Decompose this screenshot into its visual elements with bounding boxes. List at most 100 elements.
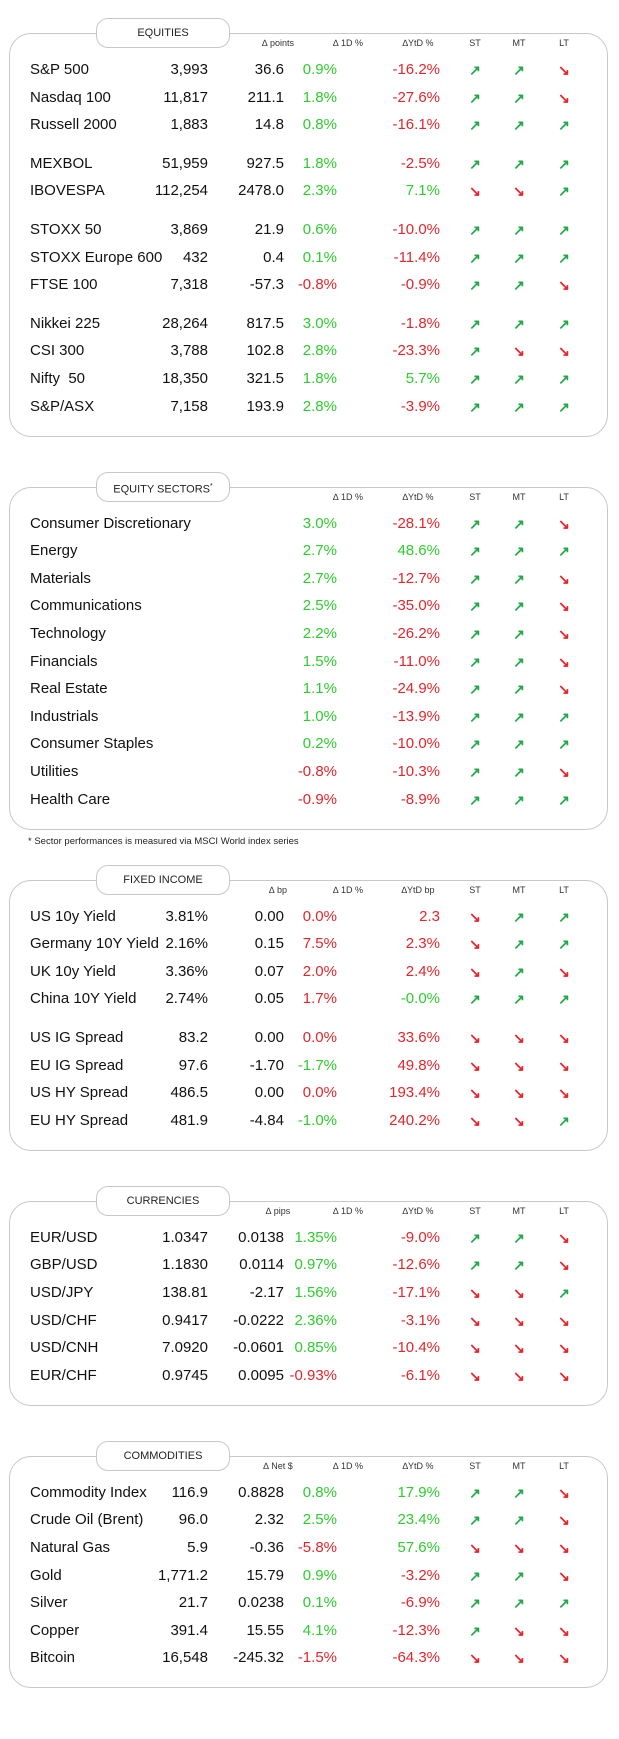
section-panel bbox=[9, 1455, 608, 1689]
cell-value: -24.9% bbox=[392, 680, 440, 698]
row-label: Nikkei 225 bbox=[30, 314, 101, 332]
cell-value: 21.7 bbox=[178, 1594, 208, 1612]
row-label: Crude Oil (Brent) bbox=[30, 1511, 144, 1529]
cell-value: -1.5% bbox=[297, 1649, 337, 1667]
trend-arrow: ↗ bbox=[513, 963, 525, 980]
section-title-box: FIXED INCOME bbox=[96, 864, 230, 895]
trend-arrow: ↗ bbox=[513, 398, 525, 415]
cell-value: 5.7% bbox=[405, 370, 440, 387]
trend-arrow: ↗ bbox=[469, 1229, 481, 1246]
cell-value: -10.3% bbox=[392, 763, 440, 780]
cell-value: -10.0% bbox=[392, 735, 440, 753]
cell-value: -10.4% bbox=[392, 1339, 440, 1357]
row-label: USD/JPY bbox=[30, 1284, 94, 1301]
column-header: LT bbox=[559, 884, 569, 895]
section-title: CURRENCIES bbox=[126, 1194, 200, 1207]
trend-arrow: ↗ bbox=[513, 543, 525, 560]
cell-value: -2.5% bbox=[400, 154, 440, 172]
cell-value: -0.9% bbox=[400, 276, 440, 294]
trend-arrow: ↗ bbox=[558, 708, 570, 725]
cell-value: 1.8% bbox=[302, 154, 337, 172]
column-header: ∆YtD bp bbox=[401, 884, 435, 895]
cell-value: -1.7% bbox=[297, 1056, 337, 1074]
row-label: S&P 500 bbox=[30, 61, 89, 78]
trend-arrow: ↗ bbox=[558, 249, 570, 266]
row-label: Silver bbox=[30, 1594, 68, 1612]
trend-arrow: ↘ bbox=[558, 62, 570, 78]
trend-arrow: ↗ bbox=[558, 543, 570, 560]
section-title-box: CURRENCIES bbox=[96, 1185, 230, 1216]
row-label: IBOVESPA bbox=[30, 182, 105, 200]
cell-value: -4.84 bbox=[249, 1111, 284, 1129]
trend-arrow: ↗ bbox=[513, 1484, 525, 1501]
trend-arrow: ↗ bbox=[513, 515, 525, 532]
cell-value: 2.3% bbox=[302, 182, 337, 200]
column-header: ST bbox=[469, 1460, 481, 1471]
cell-value: 1,771.2 bbox=[157, 1566, 208, 1584]
cell-value: -3.2% bbox=[400, 1566, 440, 1584]
cell-value: 3,993 bbox=[170, 61, 208, 78]
cell-value: -0.9% bbox=[297, 790, 337, 808]
row-label: Russell 2000 bbox=[30, 116, 117, 134]
trend-arrow: ↗ bbox=[469, 515, 481, 532]
trend-arrow: ↘ bbox=[513, 1085, 525, 1102]
trend-arrow: ↘ bbox=[513, 183, 525, 200]
cell-value: 0.0% bbox=[302, 907, 337, 925]
cell-value: -16.2% bbox=[392, 61, 440, 78]
cell-value: 0.0% bbox=[302, 1084, 337, 1102]
trend-arrow: ↗ bbox=[513, 681, 525, 698]
trend-arrow: ↗ bbox=[513, 1257, 525, 1274]
cell-value: 2.7% bbox=[302, 542, 337, 560]
trend-arrow: ↗ bbox=[513, 936, 525, 953]
column-header: MT bbox=[512, 884, 526, 895]
cell-value: 0.85% bbox=[294, 1339, 337, 1357]
trend-arrow: ↘ bbox=[469, 908, 481, 925]
column-header: ST bbox=[469, 1205, 481, 1216]
trend-arrow: ↗ bbox=[469, 1257, 481, 1274]
trend-arrow: ↗ bbox=[558, 991, 570, 1008]
cell-value: 0.4 bbox=[263, 248, 284, 266]
column-header: ST bbox=[469, 884, 481, 895]
cell-value: 1.1830 bbox=[162, 1256, 208, 1274]
trend-arrow: ↘ bbox=[513, 1057, 525, 1074]
trend-arrow: ↗ bbox=[513, 736, 525, 753]
cell-value: 211.1 bbox=[247, 88, 284, 106]
cell-value: 0.0138 bbox=[238, 1228, 284, 1246]
cell-value: 1.56% bbox=[294, 1284, 337, 1301]
trend-arrow: ↘ bbox=[513, 1367, 525, 1384]
trend-arrow: ↘ bbox=[513, 1285, 525, 1301]
trend-arrow: ↗ bbox=[469, 681, 481, 698]
trend-arrow: ↘ bbox=[558, 1085, 570, 1102]
column-header: MT bbox=[512, 1205, 526, 1216]
trend-arrow: ↗ bbox=[469, 315, 481, 332]
trend-arrow: ↗ bbox=[558, 117, 570, 134]
cell-value: 0.9417 bbox=[162, 1311, 208, 1329]
trend-arrow: ↗ bbox=[469, 764, 481, 780]
cell-value: -57.3 bbox=[249, 276, 284, 294]
cell-value: -12.6% bbox=[392, 1256, 440, 1274]
row-label: US 10y Yield bbox=[30, 907, 116, 925]
column-header: LT bbox=[559, 1460, 569, 1471]
trend-arrow: ↘ bbox=[469, 1367, 481, 1384]
column-header: ∆YtD % bbox=[402, 38, 434, 48]
cell-value: 1.5% bbox=[302, 652, 337, 670]
trend-arrow: ↗ bbox=[469, 543, 481, 560]
column-header: LT bbox=[559, 1205, 569, 1216]
cell-value: -0.36 bbox=[249, 1539, 284, 1556]
cell-value: 2.3 bbox=[419, 907, 440, 925]
trend-arrow: ↗ bbox=[469, 1567, 481, 1584]
cell-value: 2.8% bbox=[302, 397, 337, 415]
cell-value: 0.15 bbox=[254, 935, 284, 953]
trend-arrow: ↗ bbox=[513, 570, 525, 587]
trend-arrow: ↘ bbox=[558, 1512, 570, 1529]
trend-arrow: ↗ bbox=[513, 89, 525, 106]
trend-arrow: ↗ bbox=[469, 708, 481, 725]
cell-value: 102.8 bbox=[246, 342, 284, 360]
trend-arrow: ↗ bbox=[513, 626, 525, 642]
trend-arrow: ↗ bbox=[558, 1112, 570, 1129]
trend-arrow: ↗ bbox=[469, 653, 481, 670]
row-label: Bitcoin bbox=[30, 1649, 76, 1667]
section-panel bbox=[9, 486, 608, 830]
trend-arrow: ↘ bbox=[513, 1540, 525, 1556]
cell-value: 2.16% bbox=[165, 935, 208, 953]
